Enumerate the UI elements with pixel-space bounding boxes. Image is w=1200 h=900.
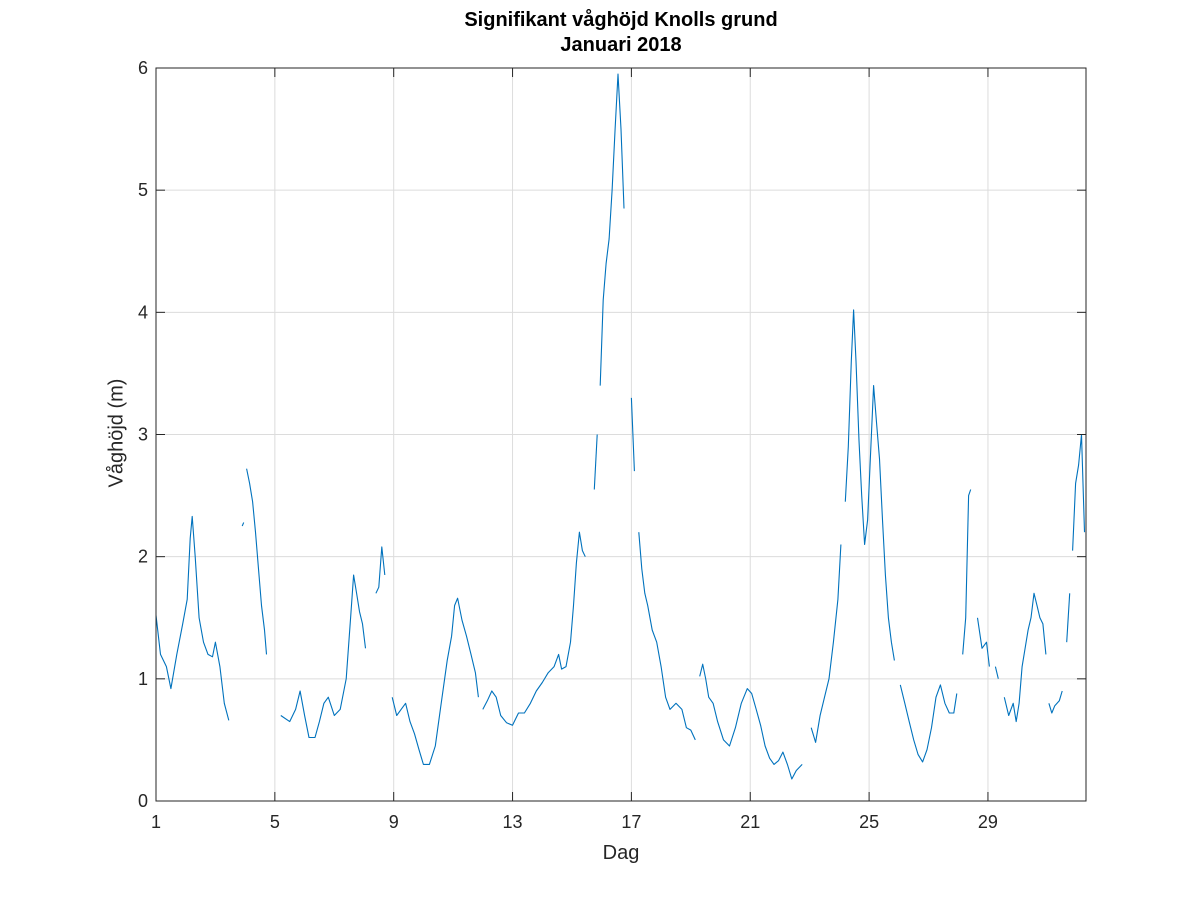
series-segment <box>593 434 598 490</box>
x-tick-label: 25 <box>859 812 879 832</box>
grid-lines <box>155 67 1086 802</box>
chart-subtitle: Januari 2018 <box>560 34 682 56</box>
series-segment <box>1003 592 1047 723</box>
series-segment <box>1072 433 1086 551</box>
series-segment <box>1048 690 1063 714</box>
y-axis-label: Våghöjd (m) <box>105 378 128 488</box>
series-segment <box>482 531 586 726</box>
y-tick-label: 3 <box>138 425 148 445</box>
series-segment <box>630 397 635 472</box>
series-segment <box>1066 593 1071 643</box>
series-segment <box>976 617 990 667</box>
series-segment <box>699 663 803 780</box>
series-segment <box>638 532 696 741</box>
x-axis-label: Dag <box>602 842 640 864</box>
x-tick-label: 21 <box>740 812 760 832</box>
series-segment <box>246 468 268 655</box>
x-tick-label: 1 <box>151 812 161 832</box>
x-tick-label: 13 <box>503 812 523 832</box>
y-tick-label: 6 <box>138 58 148 78</box>
chart-title-block: Signifikant våghöjd Knolls grund Januari… <box>156 8 1086 58</box>
series-segment <box>994 666 999 679</box>
y-tick-label: 0 <box>138 791 148 811</box>
x-tick-label: 29 <box>978 812 998 832</box>
series-segment <box>899 684 958 763</box>
series-segment <box>810 544 842 743</box>
series-segment <box>280 574 367 739</box>
series-segment <box>391 597 479 765</box>
series-segment <box>599 73 625 386</box>
y-tick-label: 5 <box>138 180 148 200</box>
series-segment <box>155 515 230 721</box>
y-tick-label: 4 <box>138 302 148 322</box>
series-line <box>155 73 1086 780</box>
x-tick-label: 5 <box>270 812 280 832</box>
series-segment <box>962 489 972 655</box>
chart-title: Signifikant våghöjd Knolls grund <box>464 9 778 31</box>
series-segment <box>375 546 386 594</box>
x-tick-label: 17 <box>621 812 641 832</box>
series-segment <box>241 522 245 527</box>
series-segment <box>844 309 895 661</box>
y-tick-label: 2 <box>138 547 148 567</box>
y-tick-label: 1 <box>138 669 148 689</box>
x-tick-label: 9 <box>389 812 399 832</box>
